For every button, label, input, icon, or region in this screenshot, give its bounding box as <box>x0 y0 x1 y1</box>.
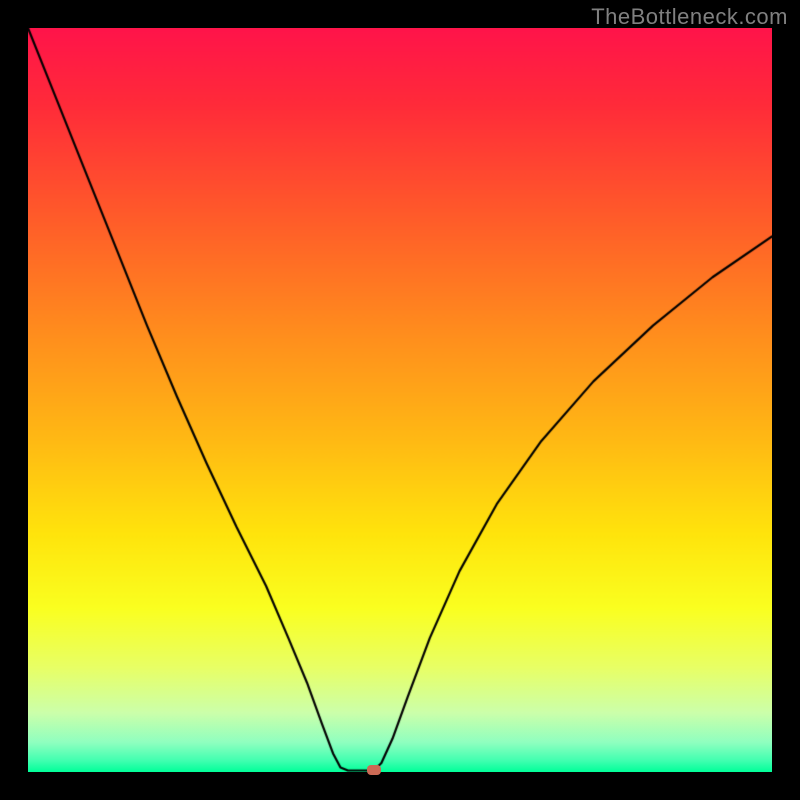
stage: TheBottleneck.com <box>0 0 800 800</box>
curve-min-marker <box>367 765 381 775</box>
plot-frame <box>28 28 772 772</box>
bottleneck-curve <box>28 28 772 772</box>
watermark-text: TheBottleneck.com <box>591 4 788 30</box>
